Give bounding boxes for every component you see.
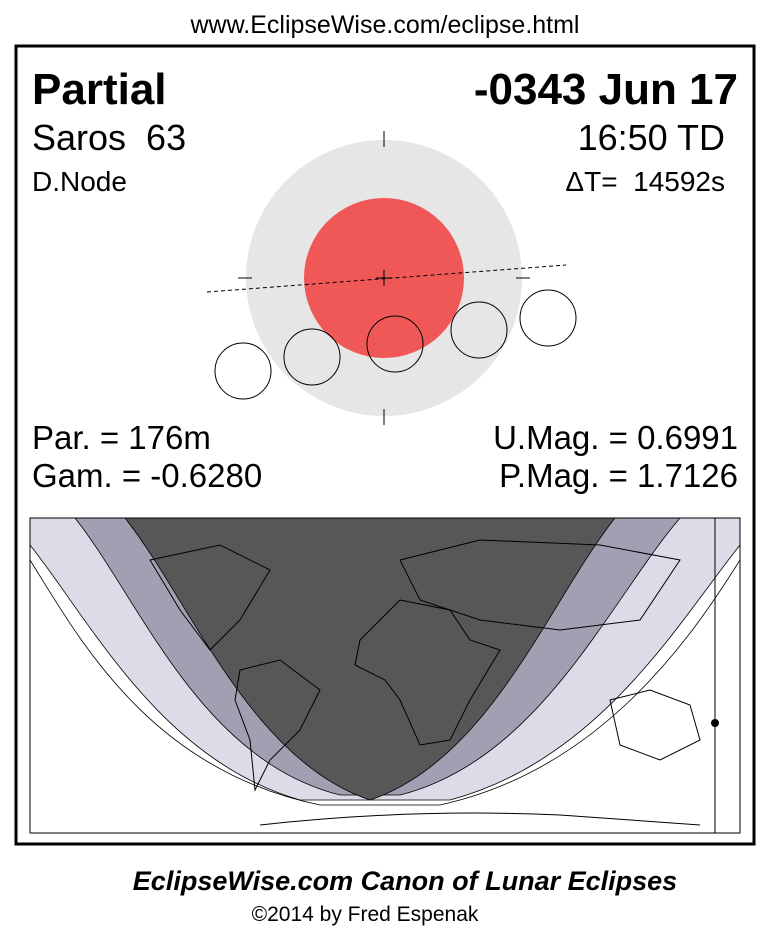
delta-t: ΔT= 14592s xyxy=(565,166,725,197)
continent xyxy=(149,544,271,651)
contact-line xyxy=(30,559,740,806)
umbral-mag: U.Mag. = 0.6991 xyxy=(493,419,738,456)
continent xyxy=(609,689,701,761)
footer-credit: ©2014 by Fred Espenak xyxy=(252,903,479,926)
frame xyxy=(14,44,756,846)
eclipse-geometry xyxy=(206,131,577,425)
map-frame xyxy=(29,517,741,834)
node: D.Node xyxy=(32,166,127,197)
url: www.EclipseWise.com/eclipse.html xyxy=(190,11,580,39)
moon xyxy=(366,315,424,373)
visibility-map xyxy=(29,517,741,834)
moon xyxy=(283,328,341,386)
eclipse-zone xyxy=(124,518,616,801)
eclipse-date: -0343 Jun 17 xyxy=(474,65,738,114)
continent xyxy=(354,599,501,746)
moon xyxy=(450,301,508,359)
footer-title: EclipseWise.com Canon of Lunar Eclipses xyxy=(133,866,677,896)
continent xyxy=(399,539,681,631)
continent xyxy=(259,812,701,826)
saros: Saros 63 xyxy=(32,117,186,158)
continent xyxy=(234,659,321,792)
time: 16:50 TD xyxy=(578,117,725,158)
moon xyxy=(214,342,272,400)
gamma: Gam. = -0.6280 xyxy=(32,457,262,494)
moon xyxy=(519,289,577,347)
marker xyxy=(711,719,719,727)
duration: Par. = 176m xyxy=(32,419,211,456)
penumbral-mag: P.Mag. = 1.7126 xyxy=(499,457,738,494)
eclipse-type: Partial xyxy=(32,65,167,114)
